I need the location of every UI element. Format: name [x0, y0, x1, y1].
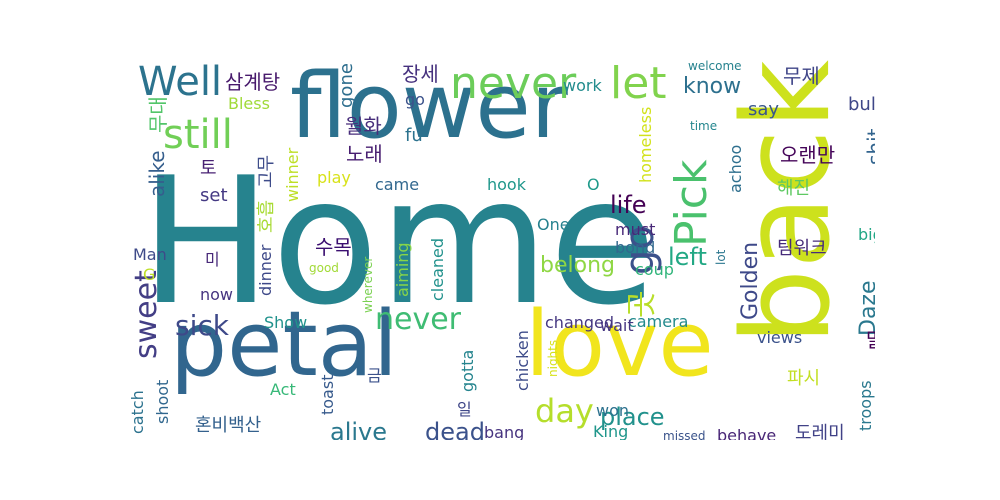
word: Show	[264, 313, 308, 332]
word: 혼비백산	[195, 415, 262, 436]
word: sick	[175, 309, 229, 342]
word: G	[143, 265, 156, 284]
word: One	[537, 215, 570, 234]
word: 장세	[402, 62, 439, 86]
word: 토	[200, 158, 217, 179]
word: bang	[484, 423, 525, 441]
word: Bless	[228, 94, 270, 113]
word: wherever	[361, 256, 375, 313]
word: 호흡	[256, 199, 277, 233]
word: dead	[425, 418, 485, 440]
word: flower	[290, 60, 568, 159]
cloud-area: Home back flower petal love never let still Well…	[125, 60, 875, 440]
word: homeless	[636, 106, 655, 183]
word: still	[163, 112, 233, 158]
word: love	[525, 292, 714, 397]
word: behave	[717, 426, 777, 441]
word: let	[610, 60, 667, 109]
word: missed	[663, 429, 706, 440]
word: changed	[545, 313, 615, 332]
word: aiming	[393, 242, 412, 297]
word: place	[600, 403, 665, 431]
word: say	[748, 99, 780, 120]
word: shit	[863, 128, 875, 166]
word: now	[200, 285, 234, 304]
word: won	[596, 401, 630, 420]
word: go	[405, 90, 425, 109]
word: must	[615, 220, 656, 239]
word: fu	[405, 125, 423, 146]
word: catch	[128, 390, 147, 434]
word: never	[375, 302, 462, 337]
word: King	[593, 422, 629, 440]
word: camera	[628, 312, 689, 331]
word: 팀워크	[777, 238, 827, 259]
word: big	[858, 225, 875, 244]
word: 월화	[345, 114, 382, 138]
word: 말	[866, 330, 875, 350]
word: petal	[170, 292, 398, 397]
word: 파시	[787, 368, 821, 389]
word: set	[200, 185, 228, 206]
word: 해진	[777, 178, 811, 199]
word: chicken	[513, 330, 532, 391]
word: views	[757, 328, 803, 347]
word: work	[563, 76, 602, 95]
word: play	[317, 168, 351, 187]
word: cleaned	[428, 237, 447, 301]
word: hook	[487, 175, 526, 194]
word: Home	[140, 141, 657, 344]
word: bond	[615, 238, 656, 257]
word: toast	[318, 374, 337, 415]
word: gone	[336, 63, 357, 108]
word: welcome	[688, 60, 742, 73]
word: Man	[133, 245, 167, 264]
word: coup	[635, 260, 674, 279]
word: Act	[270, 380, 296, 399]
word: Pick	[666, 159, 717, 247]
word: belong	[540, 253, 615, 278]
word: know	[683, 74, 742, 99]
word: 고무	[256, 154, 277, 188]
word: lot	[714, 249, 728, 265]
word: left	[668, 243, 707, 271]
word: 오랜만	[780, 143, 836, 167]
word: gotta	[458, 349, 477, 392]
word: 노래	[346, 142, 383, 166]
word: alive	[330, 418, 388, 440]
word: 금	[367, 366, 382, 385]
word: 수목	[315, 235, 352, 259]
word: 도레미	[795, 423, 845, 441]
word: never	[450, 60, 577, 109]
word: bull	[848, 94, 875, 115]
word: good	[309, 261, 339, 275]
word: O	[587, 175, 600, 194]
word: 무제	[783, 64, 820, 88]
word: Well	[138, 60, 223, 105]
word: shoot	[153, 379, 172, 424]
word: achoo	[726, 144, 745, 193]
word: life	[610, 191, 647, 219]
word: alike	[145, 150, 169, 197]
word: 삼계탕	[225, 70, 281, 94]
word: 무대	[146, 96, 170, 133]
word: came	[375, 175, 420, 194]
word: day	[535, 392, 594, 430]
word: nights	[546, 339, 560, 377]
word: wait	[600, 316, 634, 335]
word: dinner	[256, 244, 275, 296]
word: winner	[283, 147, 302, 202]
word: time	[690, 119, 718, 133]
word: 미	[205, 250, 220, 269]
word: 일	[457, 400, 472, 419]
word: troops	[856, 380, 875, 431]
word: Golden	[738, 241, 763, 320]
